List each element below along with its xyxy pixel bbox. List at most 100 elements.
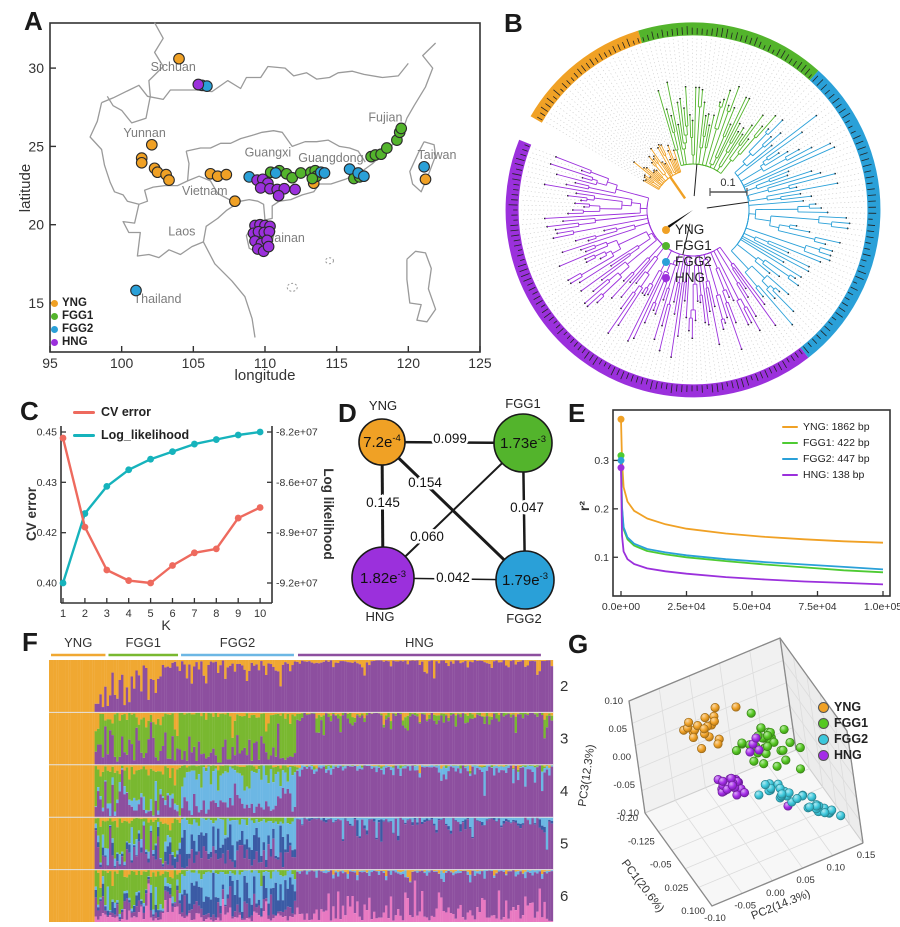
map-point (289, 183, 301, 196)
svg-text:0.100: 0.100 (681, 906, 705, 917)
admixture-row-k6 (49, 869, 554, 922)
map-point (220, 168, 233, 181)
network-node-hng (351, 546, 415, 610)
svg-text:30: 30 (28, 60, 44, 76)
svg-text:Laos: Laos (168, 225, 195, 239)
map-point (358, 170, 370, 183)
svg-text:115: 115 (325, 355, 348, 371)
svg-text:9: 9 (235, 608, 241, 620)
svg-text:8: 8 (213, 608, 219, 620)
legend-label: YNG: 1862 bp (803, 421, 870, 433)
svg-text:0.145: 0.145 (366, 495, 400, 510)
map-point (262, 240, 275, 253)
admixture-row-k2 (49, 660, 554, 713)
svg-text:-0.05: -0.05 (734, 900, 756, 911)
svg-text:longitude: longitude (235, 367, 296, 384)
svg-text:Log likelihood: Log likelihood (321, 468, 336, 560)
svg-text:PC3(12.3%): PC3(12.3%) (577, 744, 598, 808)
svg-text:6: 6 (169, 608, 175, 620)
network-node-fgg1 (493, 413, 553, 473)
admixture-row-k4 (49, 764, 554, 818)
legend-label: FGG1 (62, 310, 94, 322)
map-region-labels: Sichuan Yunnan Guangxi Guangdong Fujian Taiwa… (123, 60, 456, 306)
svg-text:1: 1 (60, 608, 66, 620)
svg-text:0.43: 0.43 (37, 477, 58, 489)
panel-e-label: E (568, 398, 586, 428)
fgg1-sphere-icon (818, 717, 829, 729)
legend-item-fgg2: FGG2 (662, 254, 712, 269)
svg-text:-8.2e+07: -8.2e+07 (276, 427, 318, 439)
svg-text:10: 10 (254, 608, 266, 620)
svg-text:3: 3 (560, 731, 568, 748)
svg-text:0.42: 0.42 (37, 527, 58, 539)
svg-text:-8.6e+07: -8.6e+07 (276, 477, 318, 489)
svg-text:0.0e+00: 0.0e+00 (602, 601, 640, 613)
svg-text:K: K (161, 617, 171, 633)
map-point (380, 142, 393, 154)
legend-item-fgg1: FGG1: 422 bp (782, 437, 870, 449)
loglik-line-icon (73, 433, 95, 437)
admixture-row-k3 (49, 712, 554, 765)
legend-label: Log_likelihood (101, 428, 190, 442)
legend-item-hng: HNG (51, 336, 93, 348)
legend-label: FGG1: 422 bp (803, 437, 870, 449)
svg-text:1.73e-3: 1.73e-3 (500, 434, 546, 452)
legend-item-hng: HNG (662, 270, 712, 285)
pca-legend: YNG FGG1 FGG2 HNG (818, 700, 868, 762)
map-point (135, 156, 148, 169)
svg-text:Sichuan: Sichuan (151, 60, 196, 74)
legend-label: HNG (834, 748, 862, 762)
phylo-tree-chart: 0.1 (505, 22, 881, 398)
legend-label: HNG: 138 bp (803, 469, 865, 481)
svg-text:95: 95 (42, 355, 58, 371)
svg-text:1.79e-3: 1.79e-3 (502, 571, 548, 589)
legend-item-fgg2: FGG2: 447 bp (782, 453, 870, 465)
svg-text:HNG: HNG (366, 609, 395, 624)
svg-text:-9.2e+07: -9.2e+07 (276, 578, 318, 590)
legend-item-fgg1: FGG1 (662, 238, 712, 253)
svg-text:0.05: 0.05 (609, 724, 628, 735)
legend-label: FGG1 (675, 238, 712, 253)
svg-text:25: 25 (28, 138, 44, 154)
svg-text:15: 15 (28, 295, 44, 311)
svg-text:120: 120 (397, 355, 421, 371)
legend-item-hng: HNG: 138 bp (782, 469, 870, 481)
svg-text:0.10: 0.10 (827, 863, 846, 874)
map-legend: YNG FGG1 FGG2 HNG (51, 297, 93, 348)
hng-line-icon (782, 473, 798, 477)
fgg2-dot-icon (662, 257, 670, 266)
svg-text:20: 20 (28, 217, 44, 233)
pca-3d-chart: 0.100.050.00-0.05-0.10-0.20-0.125-0.050.… (577, 637, 875, 924)
svg-text:HNG: HNG (405, 635, 434, 650)
tip-guides (520, 38, 865, 382)
svg-text:Guangdong: Guangdong (298, 151, 363, 165)
tree-legend: YNG FGG1 FGG2 HNG (662, 222, 712, 285)
network-node-fgg2 (495, 550, 555, 610)
map-point (306, 172, 319, 185)
svg-text:0.2: 0.2 (594, 503, 609, 515)
legend-label: YNG (62, 297, 87, 309)
svg-text:Thailand: Thailand (134, 292, 182, 306)
legend-item-yng: YNG: 1862 bp (782, 421, 870, 433)
svg-text:0.099: 0.099 (433, 431, 467, 446)
map-point (130, 284, 142, 297)
svg-text:-0.10: -0.10 (617, 808, 639, 819)
map-point (318, 167, 331, 179)
legend-item-ll: Log_likelihood (73, 428, 189, 442)
panel-d-label: D (338, 398, 357, 428)
panel-c-label: C (20, 396, 39, 426)
svg-text:6: 6 (560, 888, 568, 905)
legend-label: YNG (834, 700, 862, 714)
svg-text:4: 4 (126, 608, 132, 620)
svg-text:5.0e+04: 5.0e+04 (733, 601, 771, 613)
svg-text:4: 4 (560, 783, 568, 800)
svg-text:0.1: 0.1 (594, 552, 609, 564)
panel-g-label: G (568, 629, 589, 659)
svg-text:Yunnan: Yunnan (123, 126, 165, 140)
svg-text:100: 100 (110, 355, 134, 371)
svg-text:0.00: 0.00 (766, 888, 785, 899)
cv-line-icon (73, 410, 95, 414)
svg-text:YNG: YNG (64, 635, 92, 650)
svg-text:125: 125 (468, 355, 492, 371)
